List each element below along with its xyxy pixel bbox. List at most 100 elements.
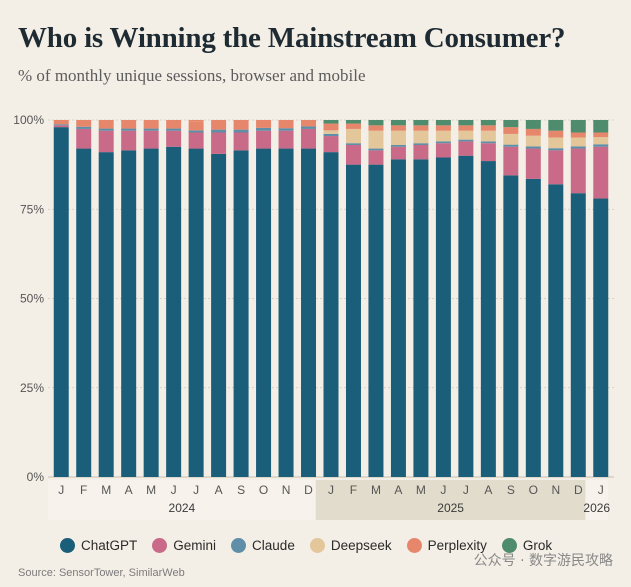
x-tick-label: O — [259, 483, 268, 497]
legend-item-gemini: Gemini — [152, 538, 216, 553]
x-tick-label: J — [440, 483, 446, 497]
bar-segment-claude — [570, 146, 586, 149]
bar-segment-claude — [390, 144, 406, 147]
bar-segment-deepseek — [435, 130, 451, 142]
bar-segment-perplexity — [345, 123, 361, 129]
x-tick-label: J — [328, 483, 334, 497]
bar-segment-gemini — [570, 148, 586, 194]
bar-segment-grok — [570, 120, 586, 133]
x-tick-label: J — [463, 483, 469, 497]
bar-segment-chatgpt — [166, 146, 182, 477]
bar-segment-chatgpt — [413, 159, 429, 477]
bar-segment-gemini — [188, 132, 204, 149]
bar-segment-grok — [435, 120, 451, 126]
x-tick-label: A — [125, 483, 133, 497]
legend-label: Deepseek — [330, 538, 392, 553]
bar-segment-gemini — [301, 128, 317, 149]
bar-segment-perplexity — [143, 120, 159, 129]
legend-swatch — [152, 538, 168, 553]
bar-segment-perplexity — [211, 120, 227, 130]
bar-segment-gemini — [435, 143, 451, 158]
bar-segment-grok — [548, 120, 564, 131]
bar-segment-claude — [593, 144, 609, 147]
bar-segment-chatgpt — [278, 148, 294, 477]
legend-swatch — [501, 538, 517, 553]
bar-segment-gemini — [121, 130, 137, 151]
bar-segment-perplexity — [435, 125, 451, 131]
bar-segment-chatgpt — [121, 150, 137, 477]
bar-segment-claude — [143, 128, 159, 131]
bar-segment-chatgpt — [480, 161, 496, 477]
bar-segment-claude — [256, 127, 272, 131]
x-tick-label: A — [215, 483, 223, 497]
bar-segment-grok — [458, 120, 474, 126]
bar-segment-chatgpt — [368, 164, 384, 477]
bar-segment-gemini — [390, 146, 406, 160]
x-tick-label: M — [416, 483, 426, 497]
bar-segment-claude — [121, 128, 137, 131]
bar-segment-claude — [435, 141, 451, 144]
bar-segment-chatgpt — [503, 175, 519, 477]
x-tick-label: D — [574, 483, 583, 497]
bar-segment-grok — [525, 120, 541, 129]
bar-segment-chatgpt — [525, 178, 541, 477]
bar-segment-gemini — [458, 141, 474, 156]
bar-segment-claude — [503, 144, 519, 147]
year-band-2025 — [315, 480, 586, 520]
year-band-2026 — [585, 480, 608, 520]
bar-segment-deepseek — [345, 128, 361, 144]
bar-segment-gemini — [323, 136, 339, 153]
bar-segment-claude — [53, 124, 69, 126]
bar-segment-deepseek — [480, 130, 496, 142]
bar-segment-claude — [413, 143, 429, 145]
bar-segment-gemini — [413, 144, 429, 160]
bar-segment-claude — [345, 143, 361, 145]
x-tick-label: D — [304, 483, 313, 497]
x-tick-label: N — [282, 483, 291, 497]
bar-segment-chatgpt — [76, 148, 92, 477]
bar-segment-gemini — [53, 125, 69, 128]
bar-segment-perplexity — [53, 120, 69, 125]
y-tick-label: 25% — [20, 381, 44, 395]
legend-swatch — [309, 538, 325, 553]
legend-item-claude: Claude — [231, 538, 295, 553]
legend-label: Claude — [252, 538, 295, 553]
bar-segment-claude — [301, 126, 317, 129]
legend-item-perplexity: Perplexity — [406, 538, 487, 553]
x-tick-label: S — [507, 483, 515, 497]
legend-item-grok: Grok — [501, 538, 552, 553]
bar-segment-deepseek — [323, 130, 339, 134]
bar-segment-perplexity — [548, 130, 564, 138]
source-note: Source: SensorTower, SimilarWeb — [18, 567, 185, 579]
year-band-2024 — [48, 480, 316, 520]
bar-segment-deepseek — [458, 130, 474, 140]
bar-segment-gemini — [480, 143, 496, 162]
y-tick-label: 100% — [13, 113, 44, 127]
bar-segment-perplexity — [503, 127, 519, 134]
bar-segment-chatgpt — [53, 127, 69, 477]
year-label-2024: 2024 — [169, 501, 196, 515]
bar-segment-perplexity — [323, 123, 339, 131]
bar-segment-gemini — [211, 132, 227, 154]
bar-segment-gemini — [345, 144, 361, 165]
bar-segment-perplexity — [525, 128, 541, 136]
bar-segment-perplexity — [390, 125, 406, 131]
x-tick-label: F — [80, 483, 87, 497]
legend-swatch — [60, 538, 75, 553]
bar-segment-deepseek — [368, 130, 384, 149]
year-label-2026: 2026 — [583, 501, 610, 515]
bar-segment-perplexity — [121, 120, 137, 129]
bar-segment-gemini — [166, 130, 182, 147]
x-tick-label: M — [146, 483, 156, 497]
chart-subtitle: % of monthly unique sessions, browser an… — [18, 66, 366, 85]
bar-segment-gemini — [256, 130, 272, 149]
bar-segment-perplexity — [480, 125, 496, 131]
legend-label: Perplexity — [427, 538, 487, 553]
y-tick-label: 0% — [27, 470, 45, 484]
x-tick-label: F — [350, 483, 357, 497]
bar-segment-gemini — [593, 146, 609, 199]
bar-segment-grok — [345, 120, 361, 124]
bar-segment-claude — [76, 126, 92, 129]
bar-segment-deepseek — [593, 137, 609, 145]
